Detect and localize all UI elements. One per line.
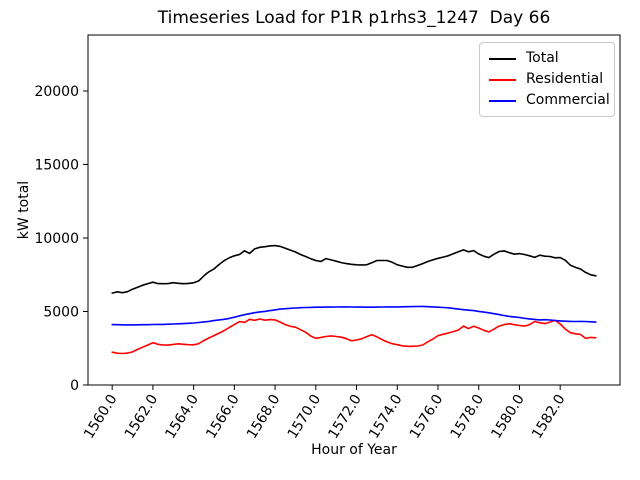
x-tick-label: 1582.0 <box>529 392 569 442</box>
y-tick-label: 10000 <box>34 231 79 247</box>
legend-label-residential: Residential <box>526 71 604 87</box>
legend-label-total: Total <box>526 50 559 66</box>
y-tick-label: 5000 <box>43 305 79 321</box>
y-tick-label: 0 <box>70 378 79 394</box>
y-tick-label: 15000 <box>34 158 79 174</box>
x-tick-label: 1580.0 <box>488 392 528 442</box>
legend-line-residential <box>489 78 516 81</box>
x-tick-label: 1568.0 <box>244 392 284 442</box>
x-tick-label: 1578.0 <box>448 392 488 442</box>
legend-item-residential: Residential <box>489 69 607 90</box>
legend-line-total <box>489 57 516 60</box>
x-tick-label: 1576.0 <box>407 392 447 442</box>
x-tick-label: 1572.0 <box>325 392 365 442</box>
x-tick-label: 1564.0 <box>162 392 202 442</box>
x-axis-label: Hour of Year <box>311 442 397 458</box>
series-line-total <box>111 244 597 294</box>
x-tick-label: 1560.0 <box>81 392 121 442</box>
series-line-residential <box>111 318 597 355</box>
x-tick-label: 1566.0 <box>203 392 243 442</box>
axes-frame <box>87 34 621 386</box>
legend: Total Residential Commercial <box>479 42 615 117</box>
legend-line-commercial <box>489 99 516 102</box>
x-tick-label: 1570.0 <box>285 392 325 442</box>
x-tick-label: 1574.0 <box>366 392 406 442</box>
legend-item-commercial: Commercial <box>489 90 610 111</box>
series-line-commercial <box>111 305 597 326</box>
legend-label-commercial: Commercial <box>526 92 610 108</box>
x-tick-label: 1562.0 <box>122 392 162 442</box>
legend-item-total: Total <box>489 48 607 69</box>
chart-title: Timeseries Load for P1R p1rhs3_1247 Day … <box>157 8 551 28</box>
y-tick-label: 20000 <box>34 84 79 100</box>
